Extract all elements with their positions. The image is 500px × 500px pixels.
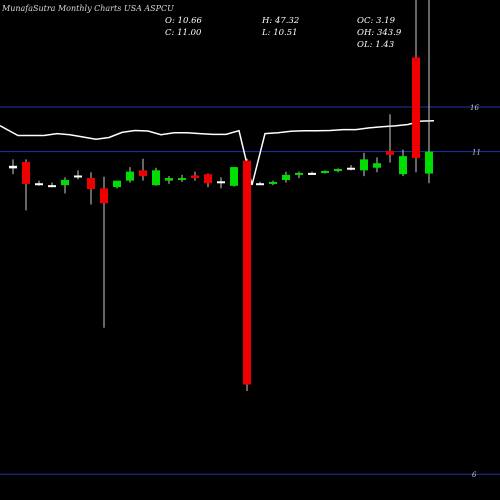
stat-low: L: 10.51 bbox=[261, 28, 298, 38]
candles-layer bbox=[9, 0, 433, 391]
candle-body bbox=[399, 156, 407, 175]
candle-body bbox=[152, 170, 160, 186]
candle-body bbox=[360, 159, 368, 171]
candle-body bbox=[113, 180, 121, 188]
line-layer bbox=[0, 120, 435, 186]
candle-body bbox=[22, 161, 30, 184]
candle-body bbox=[308, 172, 316, 175]
candle-body bbox=[269, 181, 277, 184]
candle-body bbox=[35, 183, 43, 186]
candle-body bbox=[204, 174, 212, 184]
candle-body bbox=[87, 178, 95, 190]
y-tick-label: 6 bbox=[472, 471, 477, 479]
candle-body bbox=[178, 178, 186, 181]
candle-body bbox=[295, 172, 303, 175]
candle-body bbox=[100, 188, 108, 204]
candle-body bbox=[412, 57, 420, 159]
candle-body bbox=[61, 180, 69, 186]
candle-body bbox=[230, 167, 238, 186]
gridline-upper-label: 16 bbox=[470, 104, 479, 112]
stat-oc: OC: 3.19 bbox=[357, 16, 396, 26]
stat-high: H: 47.32 bbox=[261, 16, 299, 26]
stat-ol: OL: 1.43 bbox=[357, 40, 394, 50]
candle-body bbox=[74, 175, 82, 178]
candle-body bbox=[191, 175, 199, 179]
candle-body bbox=[9, 165, 17, 169]
y-tick-label: 11 bbox=[472, 149, 481, 157]
candle-body bbox=[282, 174, 290, 180]
candle-body bbox=[256, 183, 264, 186]
stat-open: O: 10.66 bbox=[165, 16, 202, 26]
candle-body bbox=[373, 163, 381, 168]
stat-close: C: 11.00 bbox=[165, 28, 202, 38]
ohlc-stats: O: 10.66 H: 47.32 OC: 3.19 C: 11.00 L: 1… bbox=[165, 16, 402, 50]
candle-body bbox=[386, 150, 394, 155]
chart-brand-label: MunafaSutra Monthly Charts USA ASPCU bbox=[1, 4, 174, 13]
candle-body bbox=[347, 167, 355, 170]
candle-body bbox=[139, 170, 147, 177]
candle-body bbox=[165, 178, 173, 181]
candle-body bbox=[48, 185, 56, 188]
stat-oh: OH: 343.9 bbox=[357, 28, 402, 38]
candle-body bbox=[126, 171, 134, 181]
candle-body bbox=[321, 170, 329, 173]
candle-body bbox=[334, 169, 342, 172]
candle-body bbox=[217, 181, 225, 184]
line-series bbox=[0, 120, 435, 186]
candle-body bbox=[243, 160, 251, 385]
candle-body bbox=[425, 151, 433, 174]
